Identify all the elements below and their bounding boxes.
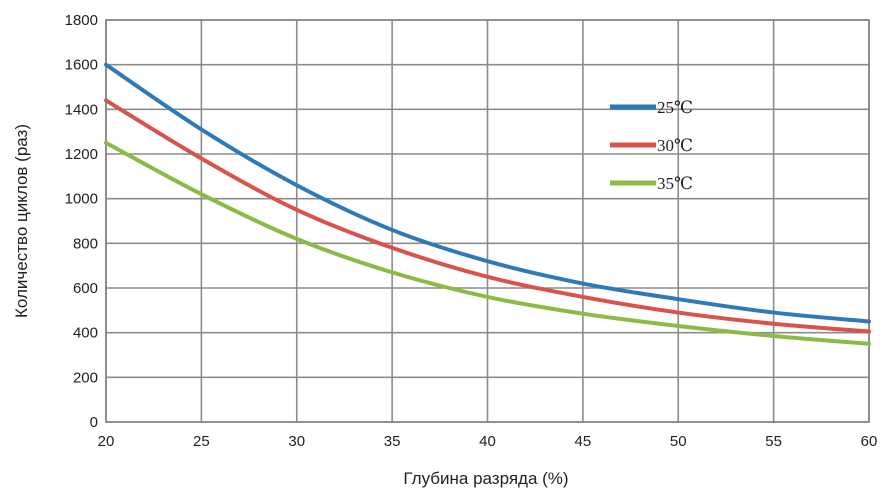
legend-label-0: 25℃ (657, 98, 693, 117)
y-tick-label: 0 (90, 414, 98, 431)
x-tick-label: 50 (670, 433, 687, 450)
x-tick-label: 60 (861, 433, 878, 450)
series-lines (104, 62, 871, 346)
legend: 25℃ 30℃ 35℃ (610, 98, 693, 193)
y-tick-label: 1800 (65, 12, 98, 29)
y-tick-label: 1200 (65, 146, 98, 163)
y-tick-label: 600 (73, 280, 98, 297)
plot-frame (105, 19, 870, 423)
y-tick-label: 1600 (65, 57, 98, 74)
x-tick-label: 40 (479, 433, 496, 450)
y-tick-label: 800 (73, 235, 98, 252)
tick-labels: 0 200 400 600 800 1000 1200 1400 1600 1800 20 25 30 3… (65, 12, 878, 450)
y-tick-label: 400 (73, 325, 98, 342)
x-tick-label: 20 (98, 433, 115, 450)
series-line-0 (104, 62, 871, 324)
x-tick-label: 35 (384, 433, 401, 450)
x-axis-title: Глубина разряда (%) (403, 469, 568, 488)
y-axis-title: Количество циклов (раз) (12, 124, 31, 318)
series-line-2 (104, 140, 871, 346)
x-tick-label: 45 (575, 433, 592, 450)
series-line-1 (104, 98, 871, 334)
y-tick-label: 1400 (65, 101, 98, 118)
x-tick-label: 25 (193, 433, 210, 450)
legend-label-1: 30℃ (657, 136, 693, 155)
x-tick-label: 30 (288, 433, 305, 450)
y-tick-label: 200 (73, 369, 98, 386)
grid (105, 19, 870, 423)
x-tick-label: 55 (765, 433, 782, 450)
y-tick-label: 1000 (65, 191, 98, 208)
legend-label-2: 35℃ (657, 174, 693, 193)
